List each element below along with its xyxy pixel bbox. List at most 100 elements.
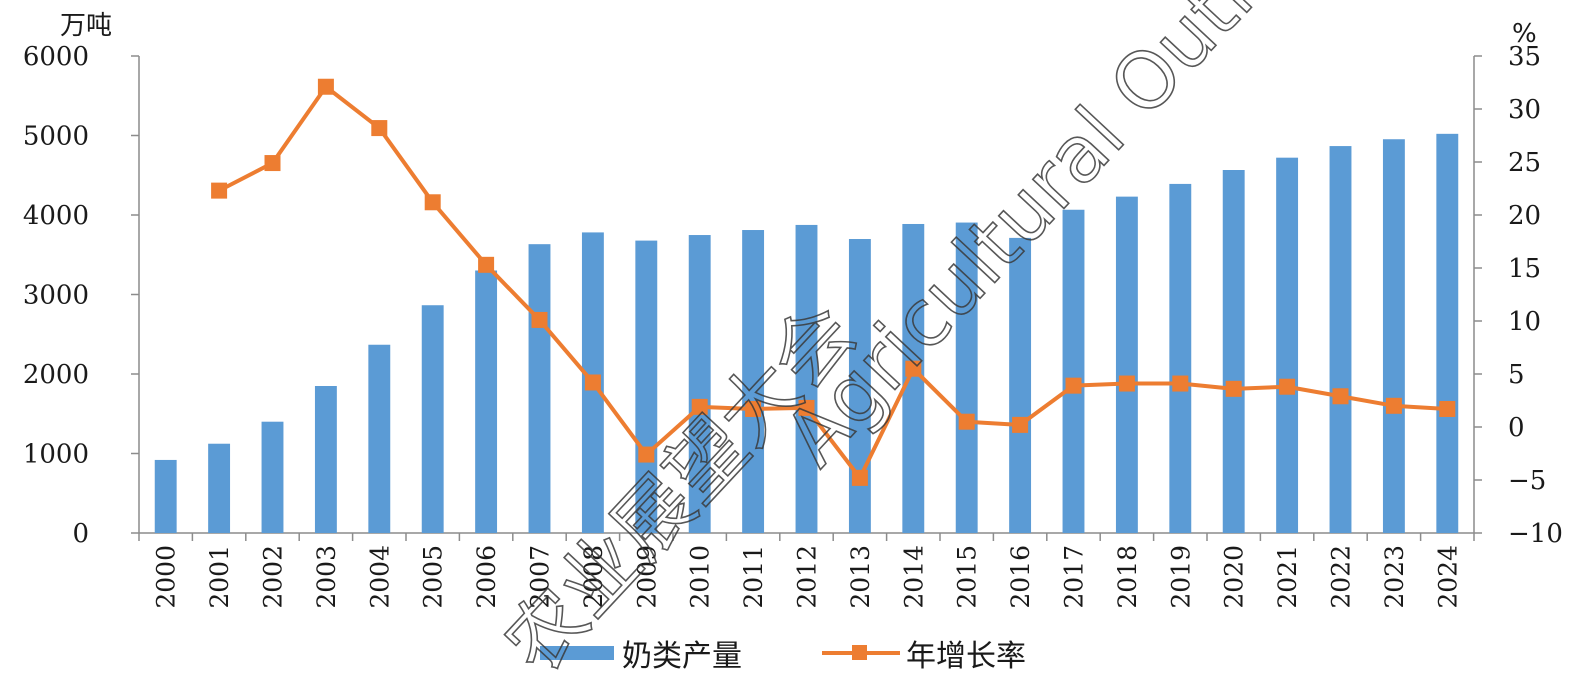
line-point — [1439, 400, 1456, 417]
left-tick-label: 0 — [72, 519, 89, 549]
bar — [1062, 209, 1085, 534]
x-tick-label: 2009 — [632, 545, 661, 609]
right-tick-label: 10 — [1508, 307, 1541, 337]
x-tick-label: 2022 — [1327, 545, 1356, 609]
x-tick-label: 2015 — [953, 545, 982, 609]
bar — [1276, 157, 1299, 534]
line-point — [1332, 388, 1349, 405]
left-axis-unit: 万吨 — [60, 11, 112, 41]
bar — [1222, 170, 1245, 534]
legend-bar-swatch — [540, 646, 614, 660]
x-tick-label: 2000 — [152, 545, 181, 609]
x-tick-label: 2004 — [365, 545, 394, 609]
line-point — [371, 120, 388, 137]
bar — [1329, 146, 1352, 534]
bar — [1436, 133, 1459, 533]
line-point — [1279, 378, 1296, 395]
right-tick-label: 15 — [1508, 254, 1541, 284]
line-point — [478, 256, 495, 273]
x-tick-label: 2019 — [1166, 545, 1195, 609]
x-tick-label: 2018 — [1113, 545, 1142, 609]
right-tick-label: 35 — [1508, 42, 1541, 72]
line-point — [1012, 416, 1029, 433]
bar — [1169, 183, 1192, 533]
bar — [421, 305, 444, 533]
x-tick-label: 2010 — [686, 545, 715, 609]
x-tick-label: 2024 — [1433, 545, 1462, 609]
x-tick-label: 2016 — [1006, 545, 1035, 609]
growth-rate-line — [218, 84, 1448, 480]
line-point — [584, 374, 601, 391]
line-point — [264, 155, 281, 172]
bar — [314, 386, 337, 533]
bar — [795, 224, 818, 533]
right-axis-unit: % — [1512, 19, 1537, 49]
bar — [261, 421, 284, 533]
x-tick-label: 2023 — [1380, 545, 1409, 609]
line-point — [745, 400, 762, 417]
right-tick-label: 5 — [1508, 360, 1525, 390]
line-point — [1172, 375, 1189, 392]
line-point — [211, 182, 228, 199]
x-tick-label: 2012 — [793, 545, 822, 609]
line-point — [531, 311, 548, 328]
x-tick-label: 2002 — [259, 545, 288, 609]
right-tick-label: 0 — [1508, 413, 1525, 443]
bar — [208, 443, 231, 533]
left-tick-label: 3000 — [23, 281, 89, 311]
legend-bar-label: 奶类产量 — [622, 639, 742, 674]
bar — [1382, 139, 1405, 533]
x-tick-label: 2007 — [526, 545, 555, 609]
x-tick-label: 2005 — [419, 545, 448, 609]
x-tick-label: 2017 — [1060, 545, 1089, 609]
line-point — [1225, 380, 1242, 397]
legend-line-marker — [852, 645, 867, 660]
left-tick-label: 2000 — [23, 360, 89, 390]
x-tick-label: 2001 — [205, 545, 234, 609]
line-point — [691, 398, 708, 415]
line-series — [211, 78, 1456, 486]
x-tick-label: 2013 — [846, 545, 875, 609]
line-point — [851, 469, 868, 486]
x-tick-label: 2014 — [899, 545, 928, 609]
left-tick-label: 4000 — [23, 201, 89, 231]
bar — [1009, 237, 1032, 533]
x-tick-label: 2003 — [312, 545, 341, 609]
bar-series — [154, 133, 1459, 534]
bar — [368, 344, 391, 533]
right-tick-label: 25 — [1508, 148, 1541, 178]
bar — [1115, 196, 1138, 533]
x-tick-label: 2006 — [472, 545, 501, 609]
bar — [688, 235, 711, 533]
line-point — [1385, 397, 1402, 414]
right-tick-label: 20 — [1508, 201, 1541, 231]
line-point — [424, 194, 441, 211]
bar — [902, 223, 925, 533]
x-tick-label: 2008 — [579, 545, 608, 609]
right-tick-label: 30 — [1508, 95, 1541, 125]
right-tick-label: −5 — [1508, 466, 1546, 496]
bar — [528, 244, 551, 533]
line-point — [638, 446, 655, 463]
left-tick-label: 1000 — [23, 440, 89, 470]
line-point — [317, 78, 334, 95]
line-point — [905, 360, 922, 377]
line-point — [958, 413, 975, 430]
bar — [955, 222, 978, 534]
x-tick-label: 2020 — [1220, 545, 1249, 609]
x-tick-label: 2011 — [739, 545, 768, 609]
bar — [742, 230, 765, 533]
bar — [154, 459, 177, 533]
line-point — [1065, 377, 1082, 394]
left-tick-label: 6000 — [23, 42, 89, 72]
line-point — [1118, 375, 1135, 392]
bar — [848, 239, 871, 533]
legend: 奶类产量 年增长率 — [540, 639, 1026, 674]
tick-labels: 0 1000 2000 3000 4000 5000 6000 −10 −5 0 5 10 15 20 25… — [23, 42, 1563, 609]
line-point — [798, 399, 815, 416]
legend-line-label: 年增长率 — [906, 639, 1026, 674]
bar — [475, 270, 498, 533]
right-tick-label: −10 — [1508, 519, 1563, 549]
left-tick-label: 5000 — [23, 122, 89, 152]
